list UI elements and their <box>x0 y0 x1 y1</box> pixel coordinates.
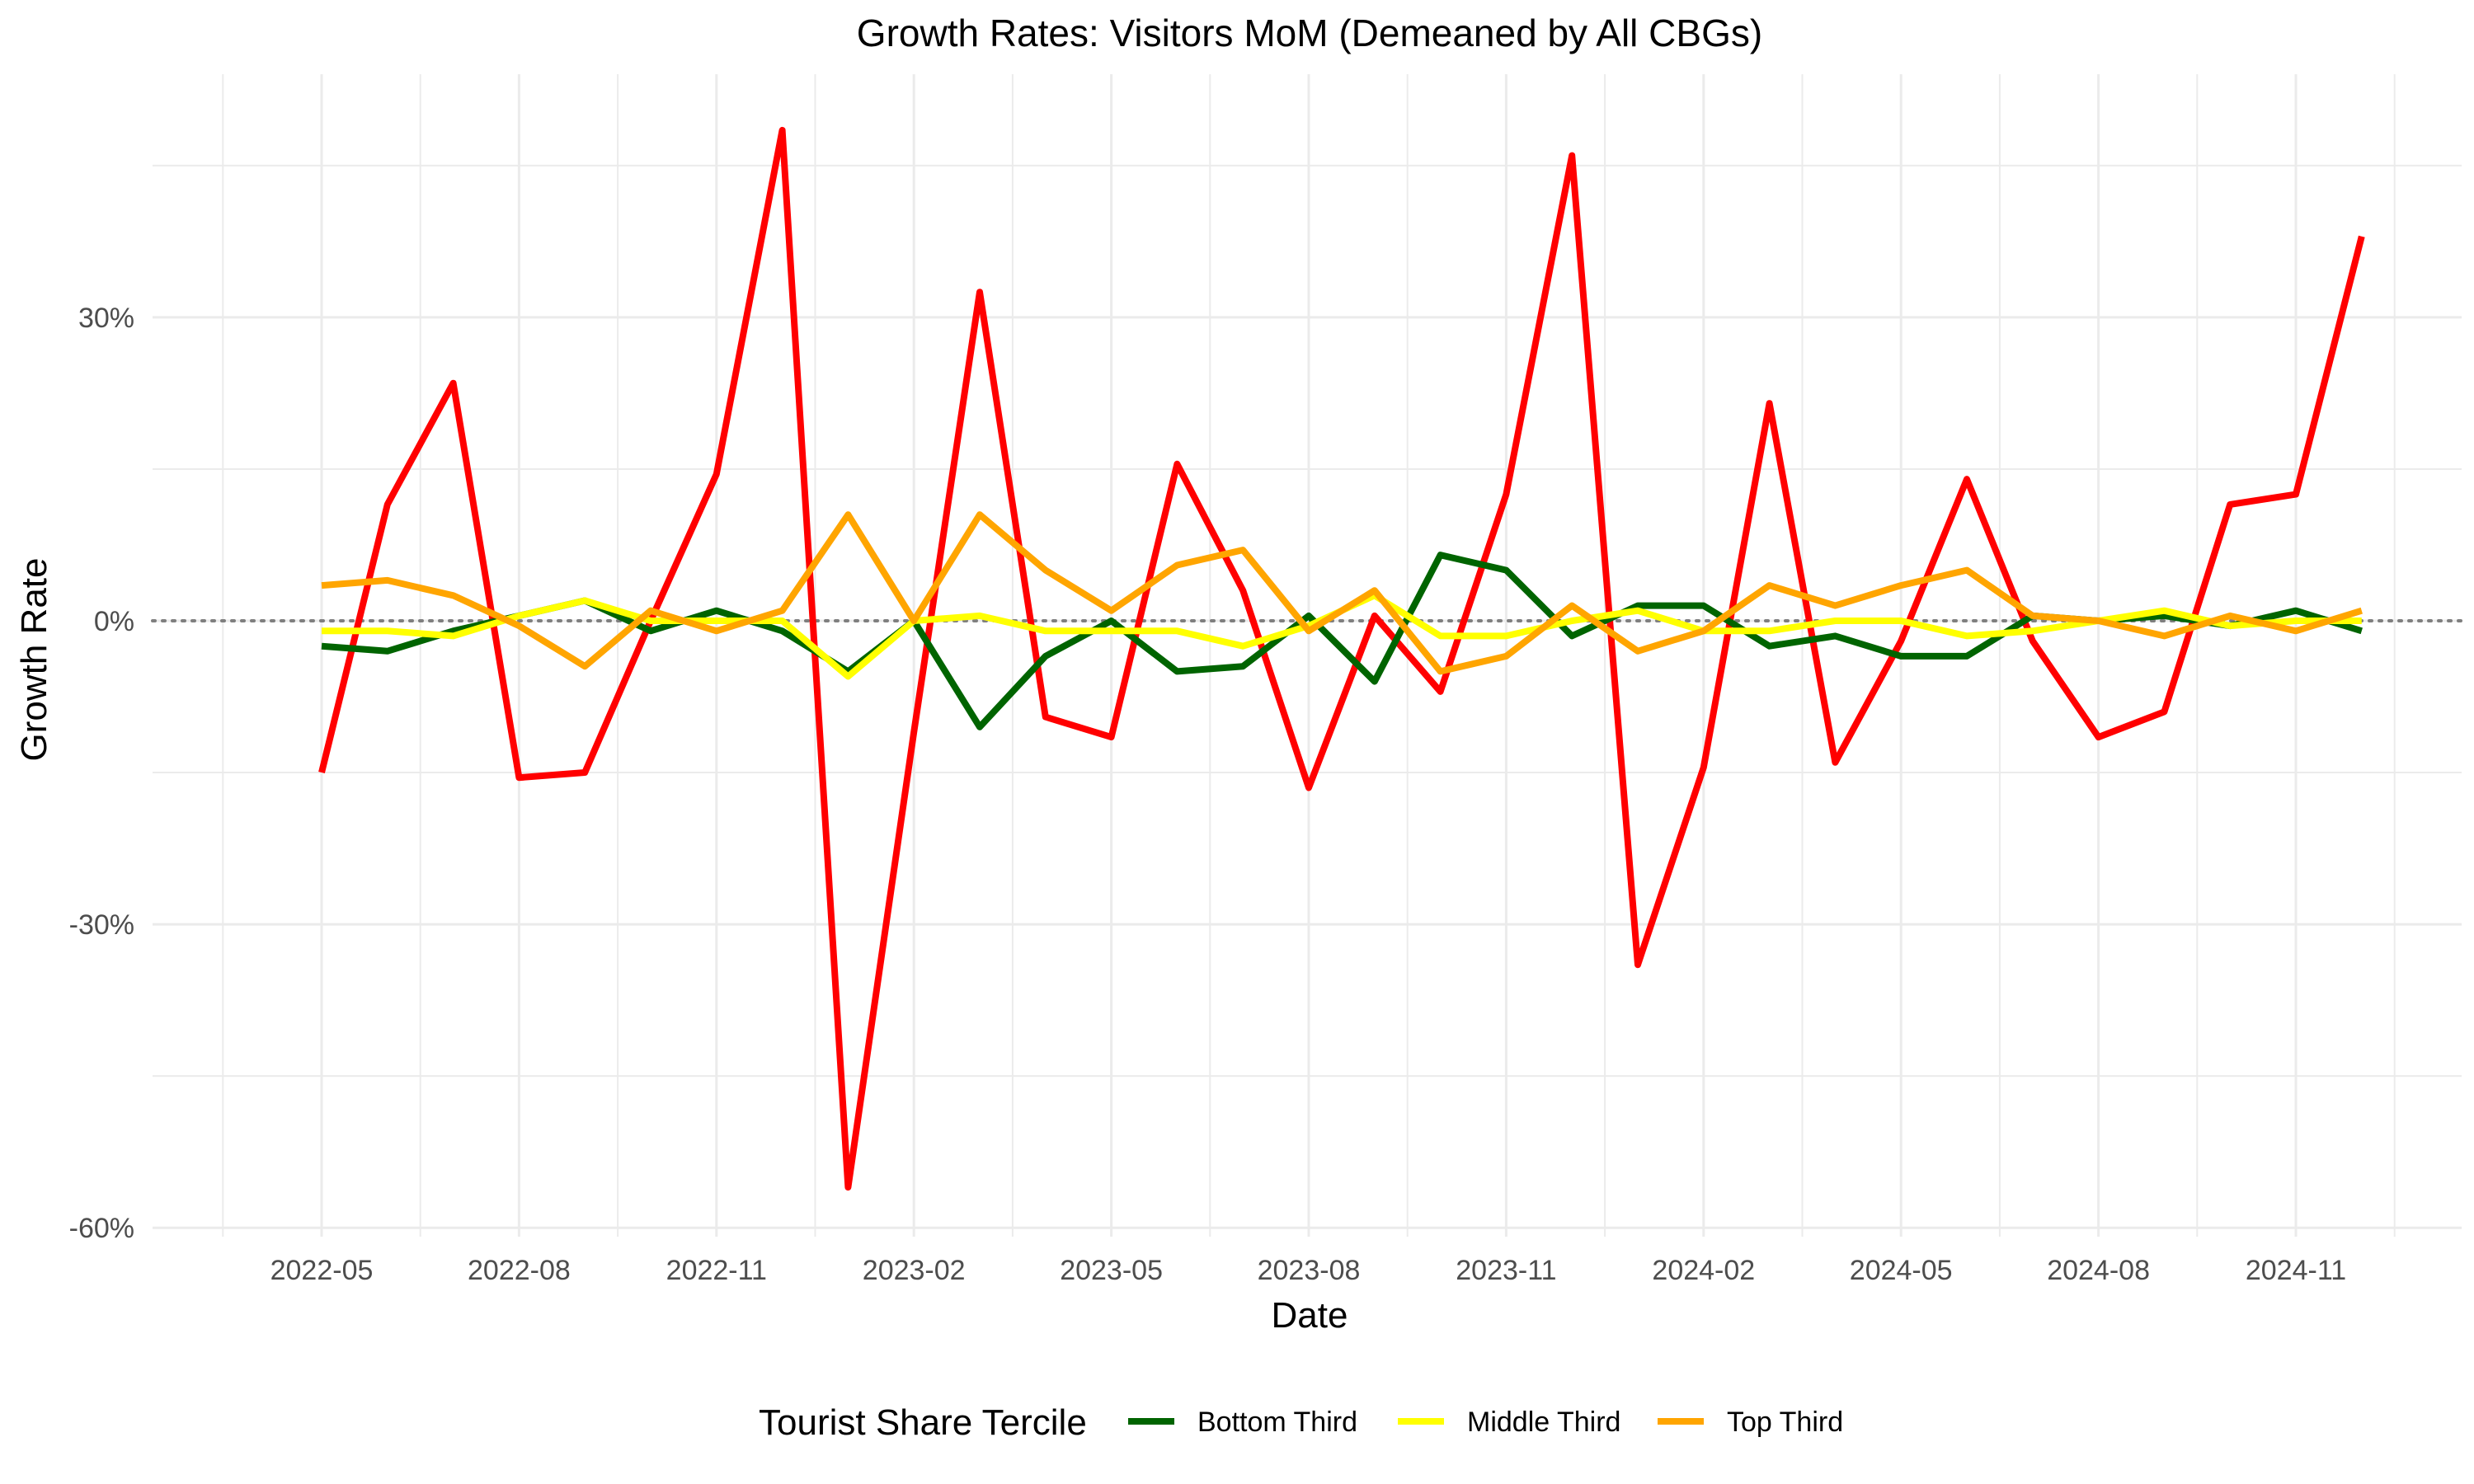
series-line-bottom-third <box>321 552 2363 730</box>
y-tick-label: -60% <box>69 1213 134 1244</box>
legend-label: Bottom Third <box>1197 1407 1357 1438</box>
series-line-top-third <box>321 511 2363 675</box>
series-line-unlabeled-0 <box>318 126 2365 1191</box>
chart-title: Growth Rates: Visitors MoM (Demeaned by … <box>857 12 1762 54</box>
series-lines <box>318 126 2365 1191</box>
x-tick-label: 2024-02 <box>1652 1255 1755 1286</box>
legend-label: Middle Third <box>1467 1407 1620 1438</box>
x-tick-label: 2022-11 <box>666 1255 767 1286</box>
y-tick-label: 0% <box>94 606 134 637</box>
legend: Tourist Share Tercile Bottom Third Middle… <box>759 1402 1843 1443</box>
x-tick-label: 2024-08 <box>2047 1255 2150 1286</box>
legend-label: Top Third <box>1727 1407 1843 1438</box>
legend-title: Tourist Share Tercile <box>759 1402 1087 1443</box>
x-tick-label: 2022-05 <box>270 1255 374 1286</box>
x-tick-label: 2023-05 <box>1060 1255 1163 1286</box>
x-tick-label: 2023-11 <box>1456 1255 1556 1286</box>
x-tick-label: 2023-08 <box>1258 1255 1361 1286</box>
y-tick-label: 30% <box>78 303 134 334</box>
x-axis-ticks: 2022-05 2022-08 2022-11 2023-02 2023-05 2023-… <box>270 1255 2347 1286</box>
x-tick-label: 2022-08 <box>468 1255 571 1286</box>
x-tick-label: 2024-11 <box>2246 1255 2346 1286</box>
y-axis-ticks: -60% -30% 0% 30% <box>69 303 134 1244</box>
y-axis-title: Growth Rate <box>14 558 54 762</box>
x-tick-label: 2024-05 <box>1850 1255 1953 1286</box>
x-tick-label: 2023-02 <box>863 1255 966 1286</box>
x-axis-title: Date <box>1272 1295 1348 1336</box>
y-tick-label: -30% <box>69 909 134 941</box>
